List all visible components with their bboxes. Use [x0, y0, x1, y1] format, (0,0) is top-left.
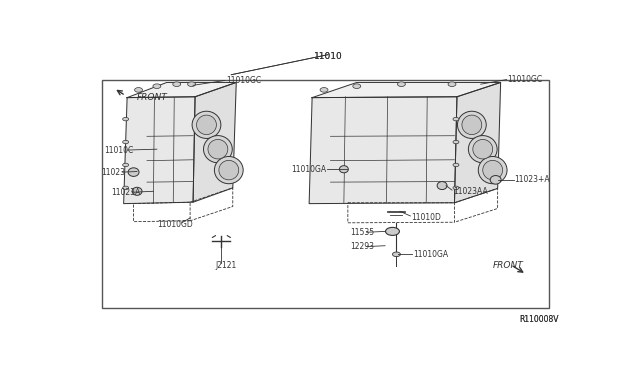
Text: 12293: 12293	[350, 242, 374, 251]
Polygon shape	[309, 97, 457, 203]
Text: 11010GD: 11010GD	[157, 220, 193, 229]
Circle shape	[453, 163, 459, 167]
Text: 11010GC: 11010GC	[508, 75, 543, 84]
Polygon shape	[127, 83, 236, 97]
Text: FRONT: FRONT	[493, 261, 524, 270]
Ellipse shape	[473, 140, 493, 159]
Text: 11023AA: 11023AA	[453, 187, 488, 196]
Circle shape	[173, 82, 180, 86]
Text: 11010D: 11010D	[412, 212, 441, 222]
Text: FRONT: FRONT	[137, 93, 168, 102]
Ellipse shape	[478, 157, 507, 184]
Circle shape	[385, 227, 399, 235]
Ellipse shape	[458, 111, 486, 138]
Text: 11535: 11535	[350, 228, 374, 237]
Ellipse shape	[196, 115, 216, 135]
Text: 11010GA: 11010GA	[291, 165, 326, 174]
Text: 11010GA: 11010GA	[413, 250, 449, 259]
Ellipse shape	[128, 168, 139, 176]
Circle shape	[123, 186, 129, 190]
Circle shape	[448, 82, 456, 86]
Circle shape	[134, 87, 143, 92]
Polygon shape	[124, 97, 195, 203]
Circle shape	[153, 84, 161, 89]
Circle shape	[397, 82, 405, 86]
Ellipse shape	[483, 160, 502, 180]
Text: 11010: 11010	[314, 52, 342, 61]
Bar	[102, 80, 548, 308]
Text: 11010GC: 11010GC	[227, 76, 262, 85]
Circle shape	[453, 118, 459, 121]
Circle shape	[188, 82, 196, 86]
Ellipse shape	[214, 157, 243, 184]
Polygon shape	[193, 83, 236, 202]
Text: R110008V: R110008V	[519, 315, 559, 324]
Circle shape	[392, 252, 401, 257]
Circle shape	[453, 140, 459, 144]
Ellipse shape	[204, 135, 232, 163]
Ellipse shape	[208, 140, 228, 159]
Text: 11010: 11010	[314, 52, 342, 61]
Ellipse shape	[490, 176, 501, 184]
Circle shape	[453, 186, 459, 190]
Circle shape	[123, 118, 129, 121]
Text: 11023: 11023	[101, 168, 125, 177]
Ellipse shape	[192, 111, 221, 138]
Text: 11023+A: 11023+A	[515, 175, 550, 185]
Ellipse shape	[132, 187, 142, 195]
Circle shape	[123, 163, 129, 167]
Ellipse shape	[219, 160, 239, 180]
Circle shape	[320, 87, 328, 92]
Ellipse shape	[462, 115, 482, 135]
Polygon shape	[312, 83, 500, 97]
Polygon shape	[454, 83, 500, 203]
Circle shape	[353, 84, 361, 89]
Circle shape	[123, 140, 129, 144]
Text: J2121: J2121	[215, 261, 236, 270]
Ellipse shape	[339, 166, 348, 173]
Text: R110008V: R110008V	[519, 315, 559, 324]
Text: 11023A: 11023A	[111, 187, 141, 197]
Text: 11010C: 11010C	[104, 145, 133, 154]
Ellipse shape	[437, 182, 447, 190]
Ellipse shape	[468, 135, 497, 163]
